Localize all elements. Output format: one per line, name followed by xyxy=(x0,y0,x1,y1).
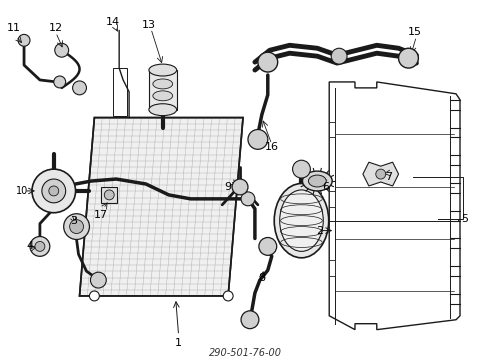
Text: 17: 17 xyxy=(94,210,108,220)
Circle shape xyxy=(54,76,66,88)
Circle shape xyxy=(258,52,278,72)
Text: 13: 13 xyxy=(142,21,156,31)
Circle shape xyxy=(223,291,233,301)
Circle shape xyxy=(259,238,277,255)
Ellipse shape xyxy=(149,64,176,76)
Circle shape xyxy=(293,160,310,178)
Polygon shape xyxy=(363,162,398,186)
Circle shape xyxy=(104,190,114,200)
Ellipse shape xyxy=(274,184,329,258)
Polygon shape xyxy=(329,82,460,330)
Polygon shape xyxy=(149,70,176,110)
Text: 7: 7 xyxy=(385,172,392,182)
Ellipse shape xyxy=(153,91,172,101)
Circle shape xyxy=(32,169,75,213)
Text: 3: 3 xyxy=(70,216,77,226)
Text: 14: 14 xyxy=(106,18,120,27)
Polygon shape xyxy=(329,260,335,276)
Circle shape xyxy=(49,186,59,196)
Bar xyxy=(113,68,127,116)
Circle shape xyxy=(35,242,45,251)
Ellipse shape xyxy=(280,190,323,251)
Text: 16: 16 xyxy=(265,142,279,152)
Circle shape xyxy=(64,214,90,239)
Circle shape xyxy=(73,81,86,95)
Circle shape xyxy=(241,192,255,206)
Circle shape xyxy=(248,130,268,149)
Text: 11: 11 xyxy=(7,23,21,33)
Circle shape xyxy=(241,311,259,329)
Text: 1: 1 xyxy=(175,338,182,347)
Text: 2: 2 xyxy=(316,226,323,235)
Text: 12: 12 xyxy=(49,23,63,33)
Polygon shape xyxy=(329,191,335,207)
Text: 290-501-76-00: 290-501-76-00 xyxy=(209,348,281,359)
Circle shape xyxy=(331,48,347,64)
Circle shape xyxy=(42,179,66,203)
Text: 15: 15 xyxy=(407,27,421,37)
Ellipse shape xyxy=(153,79,172,89)
Text: 4: 4 xyxy=(26,242,33,251)
Circle shape xyxy=(90,291,99,301)
Text: 10: 10 xyxy=(16,186,28,196)
Text: 9: 9 xyxy=(224,182,232,192)
Circle shape xyxy=(376,169,386,179)
Circle shape xyxy=(232,179,248,195)
Polygon shape xyxy=(79,118,243,296)
Circle shape xyxy=(30,237,50,256)
Ellipse shape xyxy=(308,175,326,187)
Text: 8: 8 xyxy=(258,273,266,283)
Text: 6: 6 xyxy=(322,182,329,192)
Circle shape xyxy=(55,43,69,57)
Circle shape xyxy=(70,220,83,234)
Ellipse shape xyxy=(149,104,176,116)
Circle shape xyxy=(91,272,106,288)
Circle shape xyxy=(398,48,418,68)
Ellipse shape xyxy=(302,171,332,191)
Text: 5: 5 xyxy=(462,214,468,224)
Polygon shape xyxy=(329,122,335,138)
Bar xyxy=(101,187,117,203)
Circle shape xyxy=(18,35,30,46)
